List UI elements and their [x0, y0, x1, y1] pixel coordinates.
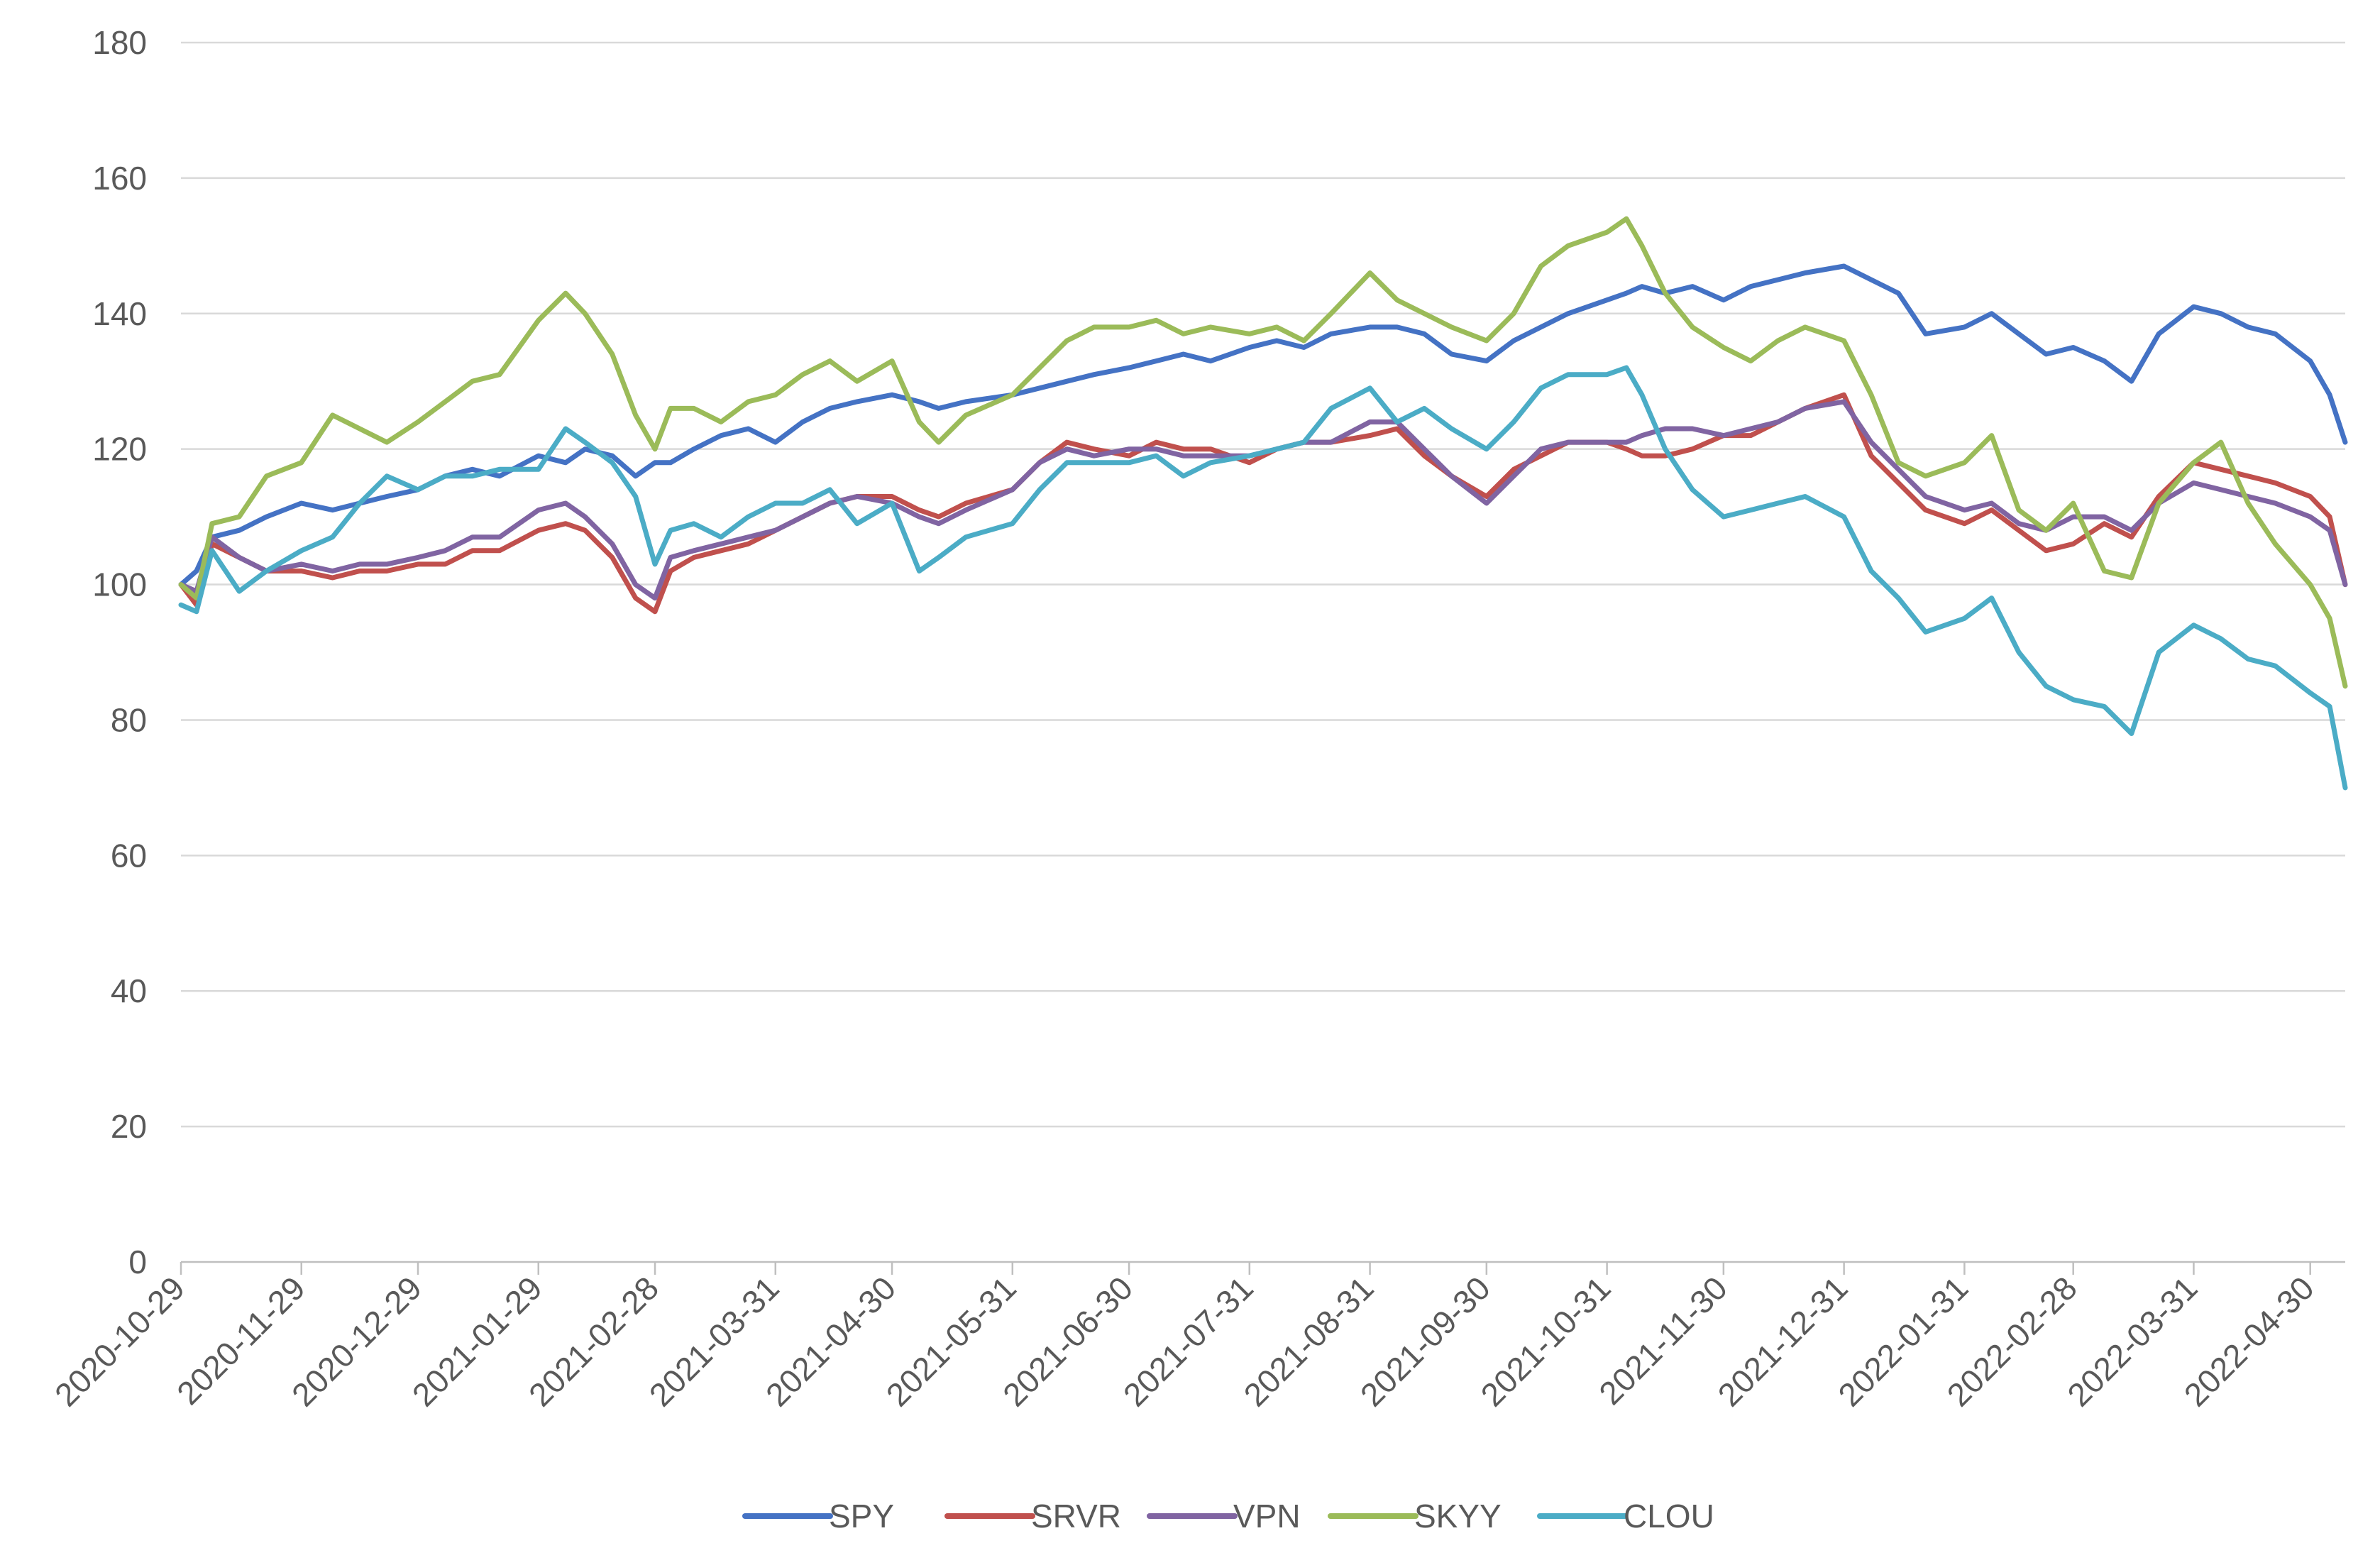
legend-label: CLOU: [1624, 1498, 1714, 1535]
x-axis: 2020-10-292020-11-292020-12-292021-01-29…: [48, 1262, 2321, 1413]
y-tick-label: 20: [111, 1108, 147, 1145]
y-tick-label: 140: [92, 295, 147, 332]
gridlines: [181, 41, 2345, 1263]
legend-label: SPY: [829, 1498, 894, 1535]
series-line-spy: [178, 263, 2348, 588]
y-tick-label: 0: [128, 1244, 147, 1280]
legend: SPY SRVR VPN SKYY CLOU: [742, 1498, 1714, 1535]
legend-item-spy: SPY: [742, 1498, 894, 1535]
y-tick-label: 40: [111, 972, 147, 1009]
legend-label: SRVR: [1031, 1498, 1121, 1535]
x-tick-label: 2021-10-31: [1474, 1269, 1618, 1413]
legend-item-skyy: SKYY: [1328, 1498, 1502, 1535]
y-tick-label: 120: [92, 431, 147, 468]
series-line-srvr: [178, 392, 2348, 615]
legend-label: SKYY: [1414, 1498, 1502, 1535]
legend-item-srvr: SRVR: [944, 1498, 1121, 1535]
y-tick-label: 80: [111, 701, 147, 738]
legend-label: VPN: [1233, 1498, 1301, 1535]
y-tick-label: 160: [92, 160, 147, 197]
x-tick-label: 2021-12-31: [1711, 1269, 1855, 1413]
x-tick-label: 2021-07-31: [1116, 1269, 1260, 1413]
series-line-skyy: [178, 216, 2348, 689]
series-line-clou: [178, 365, 2348, 791]
y-axis: 0 20 40 60 80 100 120 140 160 180: [92, 24, 147, 1280]
series-line-vpn: [178, 399, 2348, 601]
y-tick-label: 180: [92, 24, 147, 61]
series-lines: [178, 216, 2348, 791]
y-tick-label: 100: [92, 566, 147, 603]
legend-item-clou: CLOU: [1537, 1498, 1714, 1535]
legend-item-vpn: VPN: [1147, 1498, 1301, 1535]
y-tick-label: 60: [111, 837, 147, 874]
x-tick-label: 2020-10-29: [48, 1269, 192, 1413]
